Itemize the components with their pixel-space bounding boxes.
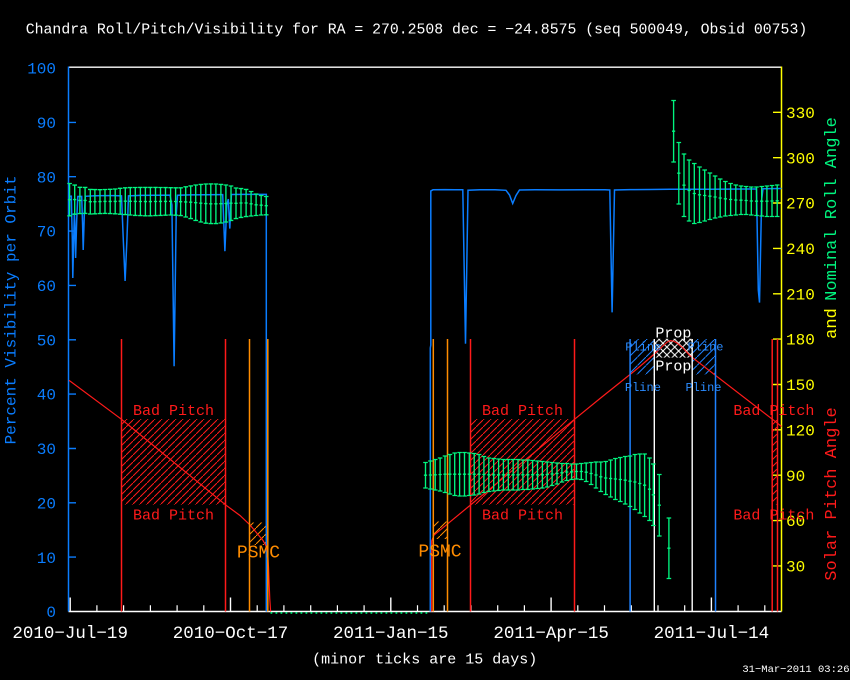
- svg-text:2010−Oct−17: 2010−Oct−17: [173, 624, 289, 644]
- svg-text:270: 270: [786, 196, 815, 214]
- svg-text:10: 10: [37, 550, 56, 568]
- svg-text:Pline: Pline: [625, 381, 661, 395]
- svg-text:Bad Pitch: Bad Pitch: [733, 508, 814, 525]
- svg-text:PSMC: PSMC: [418, 543, 461, 563]
- svg-text:100: 100: [27, 61, 56, 79]
- svg-text:Bad Pitch: Bad Pitch: [482, 508, 563, 525]
- svg-text:2010−Jul−19: 2010−Jul−19: [12, 624, 128, 644]
- svg-text:210: 210: [786, 286, 815, 304]
- svg-text:150: 150: [786, 377, 815, 395]
- svg-text:Bad Pitch: Bad Pitch: [133, 508, 214, 525]
- svg-text:Percent Visibility per Orbit: Percent Visibility per Orbit: [3, 176, 21, 445]
- svg-text:Bad Pitch: Bad Pitch: [733, 403, 814, 420]
- svg-text:Nominal Roll Angle: Nominal Roll Angle: [823, 117, 842, 301]
- svg-text:Chandra Roll/Pitch/Visibility: Chandra Roll/Pitch/Visibility for RA = 2…: [26, 23, 807, 39]
- svg-text:60: 60: [786, 513, 805, 531]
- svg-text:31−Mar−2011 03:26: 31−Mar−2011 03:26: [742, 664, 849, 676]
- svg-text:2011−Jan−15: 2011−Jan−15: [333, 624, 449, 644]
- svg-text:and: and: [823, 308, 842, 339]
- svg-text:90: 90: [786, 468, 805, 486]
- svg-text:Prop: Prop: [655, 359, 691, 376]
- svg-text:120: 120: [786, 422, 815, 440]
- svg-text:30: 30: [786, 559, 805, 577]
- svg-text:80: 80: [37, 169, 56, 187]
- svg-text:70: 70: [37, 224, 56, 242]
- svg-text:Pline: Pline: [687, 341, 723, 355]
- svg-text:PSMC: PSMC: [237, 544, 280, 564]
- svg-text:330: 330: [786, 105, 815, 123]
- svg-text:2011−Jul−14: 2011−Jul−14: [654, 624, 770, 644]
- svg-text:300: 300: [786, 150, 815, 168]
- svg-text:30: 30: [37, 441, 56, 459]
- svg-text:0: 0: [46, 604, 56, 622]
- svg-text:90: 90: [37, 115, 56, 133]
- svg-text:40: 40: [37, 387, 56, 405]
- svg-text:Solar Pitch Angle: Solar Pitch Angle: [823, 407, 842, 580]
- svg-text:Bad Pitch: Bad Pitch: [133, 403, 214, 420]
- svg-text:Bad Pitch: Bad Pitch: [482, 403, 563, 420]
- svg-text:240: 240: [786, 241, 815, 259]
- svg-text:Prop: Prop: [655, 325, 691, 342]
- svg-text:2011−Apr−15: 2011−Apr−15: [493, 624, 609, 644]
- svg-text:60: 60: [37, 278, 56, 296]
- svg-text:(minor ticks are 15 days): (minor ticks are 15 days): [312, 652, 537, 669]
- svg-text:180: 180: [786, 332, 815, 350]
- svg-text:Pline: Pline: [685, 381, 721, 395]
- svg-text:50: 50: [37, 332, 56, 350]
- svg-text:20: 20: [37, 495, 56, 513]
- svg-text:Pline: Pline: [625, 341, 661, 355]
